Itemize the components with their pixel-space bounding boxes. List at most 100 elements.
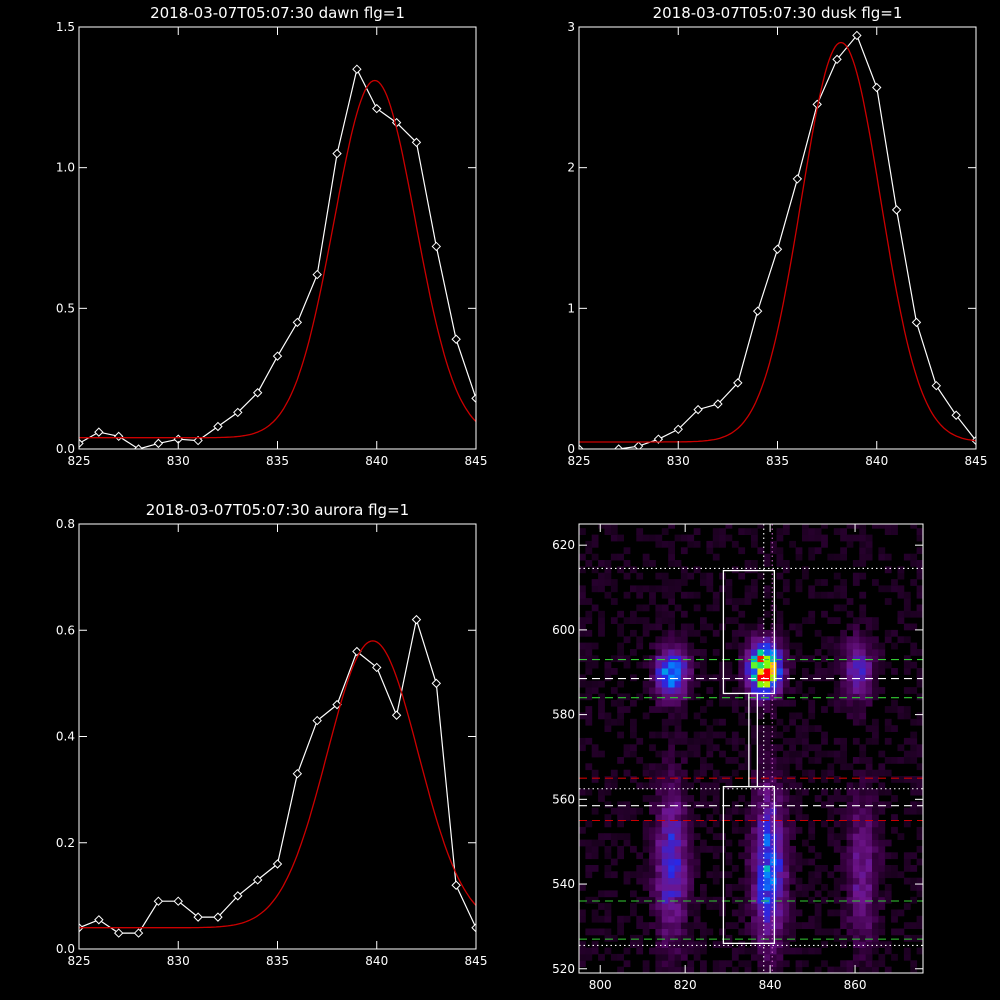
heatmap-cell <box>782 737 790 745</box>
heatmap-cell <box>712 941 720 948</box>
heatmap-cell <box>636 915 644 923</box>
heatmap-cell <box>680 966 688 973</box>
heatmap-cell <box>680 668 688 675</box>
heatmap-cell <box>706 928 714 936</box>
heatmap-cell <box>617 966 624 973</box>
heatmap-cell <box>814 534 822 542</box>
heatmap-cell <box>865 915 873 923</box>
heatmap-cell <box>859 524 867 529</box>
heatmap-cell <box>821 884 828 891</box>
heatmap-cell <box>859 941 867 948</box>
heatmap-cell <box>744 884 752 891</box>
heatmap-cell <box>744 814 752 821</box>
heatmap-cell <box>852 928 860 936</box>
heatmap-cell <box>795 547 803 555</box>
heatmap-cell <box>655 871 663 879</box>
heatmap-cell <box>916 585 923 593</box>
heatmap-cell <box>789 934 796 942</box>
heatmap-cell <box>846 839 854 847</box>
heatmap-cell <box>668 922 675 929</box>
heatmap-cell <box>872 941 879 948</box>
heatmap-cell <box>840 534 847 542</box>
heatmap-cell <box>680 610 688 618</box>
heatmap-cell <box>776 928 784 936</box>
heatmap-cell <box>674 699 682 707</box>
heatmap-cell <box>859 757 867 764</box>
heatmap-cell <box>840 877 847 885</box>
heatmap-cell <box>674 604 682 612</box>
heatmap-cell <box>649 890 656 898</box>
heatmap-cell <box>872 769 879 777</box>
heatmap-cell <box>763 928 771 936</box>
heatmap-cell <box>661 585 669 593</box>
heatmap-cell <box>712 852 720 860</box>
heatmap-cell <box>604 572 612 580</box>
heatmap-cell <box>852 795 860 802</box>
heatmap-cell <box>585 871 593 879</box>
heatmap-cell <box>840 706 847 713</box>
heatmap-cell <box>757 896 765 904</box>
x-tick-label: 835 <box>266 454 289 468</box>
heatmap-cell <box>642 795 650 802</box>
data-point <box>633 441 644 449</box>
heatmap-cell <box>789 826 796 834</box>
heatmap-cell <box>872 807 879 815</box>
heatmap-cell <box>770 896 777 904</box>
heatmap-cell <box>649 731 656 739</box>
heatmap-cell <box>610 687 618 694</box>
heatmap-cell <box>680 661 688 669</box>
heatmap-cell <box>680 769 688 777</box>
heatmap-cell <box>782 807 790 815</box>
heatmap-cell <box>833 585 841 593</box>
heatmap-cell <box>903 655 911 663</box>
heatmap-cell <box>916 534 923 542</box>
heatmap-cell <box>859 947 867 955</box>
heatmap-cell <box>852 712 860 720</box>
heatmap-cell <box>751 585 758 593</box>
heatmap-cell <box>884 585 892 593</box>
heatmap-cell <box>878 801 886 809</box>
heatmap-cell <box>700 896 707 904</box>
heatmap-cell <box>852 579 860 586</box>
heatmap-cell <box>693 674 701 682</box>
heatmap-cell <box>770 814 777 821</box>
fit-curve <box>79 79 476 439</box>
heatmap-cell <box>668 661 675 669</box>
heatmap-cell <box>776 947 784 955</box>
heatmap-cell <box>591 852 599 860</box>
heatmap-cell <box>719 941 726 948</box>
y-tick-label: 0.0 <box>56 442 75 456</box>
heatmap-cell <box>795 553 803 561</box>
heatmap-cell <box>859 801 867 809</box>
heatmap-cell <box>840 680 847 688</box>
heatmap-cell <box>712 674 720 682</box>
heatmap-cell <box>630 699 637 707</box>
region-box <box>722 785 776 944</box>
heatmap-cell <box>661 826 669 834</box>
data-point <box>852 30 862 41</box>
heatmap-cell <box>827 668 835 675</box>
heatmap-cell <box>751 680 758 688</box>
heatmap-cell <box>674 579 682 586</box>
heatmap-cell <box>668 966 675 973</box>
heatmap-cell <box>668 699 675 707</box>
data-point <box>911 317 922 328</box>
heatmap-cell <box>751 706 758 713</box>
heatmap-cell <box>833 865 841 872</box>
heatmap-cell <box>655 928 663 936</box>
heatmap-cell <box>623 750 631 758</box>
heatmap-cell <box>712 896 720 904</box>
heatmap-cell <box>700 636 707 644</box>
heatmap-cell <box>661 966 669 973</box>
heatmap-cell <box>731 642 739 650</box>
heatmap-cell <box>840 642 847 650</box>
heatmap-cell <box>604 928 612 936</box>
heatmap-cell <box>649 807 656 815</box>
heatmap-cell <box>814 966 822 973</box>
heatmap-cell <box>872 524 879 529</box>
heatmap-cell <box>910 960 918 968</box>
heatmap-cell <box>757 928 765 936</box>
heatmap-cell <box>585 839 593 847</box>
heatmap-cell <box>859 915 867 923</box>
heatmap-cell <box>738 699 746 707</box>
